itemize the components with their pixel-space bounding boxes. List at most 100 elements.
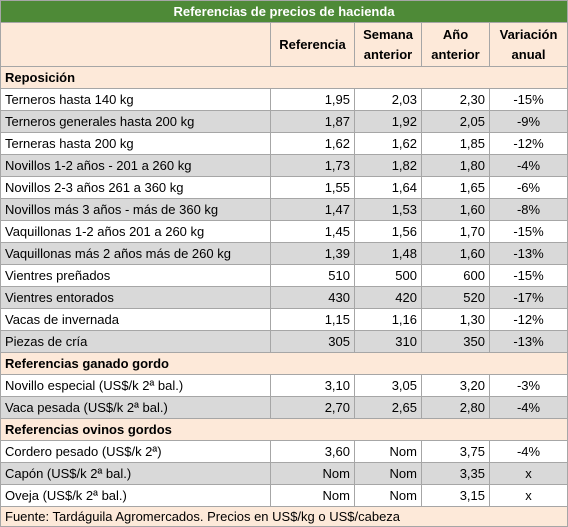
value-cell: -15% <box>488 264 568 287</box>
value-cell: 430 <box>270 286 355 309</box>
section-title: Reposición <box>0 66 568 89</box>
value-cell: 1,80 <box>421 154 490 177</box>
value-cell: 2,03 <box>354 88 422 111</box>
value-cell: -4% <box>488 396 568 419</box>
value-cell: 1,39 <box>270 242 355 265</box>
value-cell: -12% <box>488 308 568 331</box>
value-cell: -17% <box>488 286 568 309</box>
value-cell: 1,73 <box>270 154 355 177</box>
data-row: Vacas de invernada 1,15 1,16 1,30 -12% <box>0 308 568 331</box>
value-cell: -15% <box>488 220 568 243</box>
value-cell: 1,47 <box>270 198 355 221</box>
value-cell: Nom <box>270 462 355 485</box>
row-label: Terneros hasta 140 kg <box>0 88 271 111</box>
value-cell: -13% <box>488 330 568 353</box>
value-cell: 520 <box>421 286 490 309</box>
value-cell: 3,75 <box>421 440 490 463</box>
row-label: Terneras hasta 200 kg <box>0 132 271 155</box>
value-cell: 510 <box>270 264 355 287</box>
value-cell: x <box>488 462 568 485</box>
value-cell: 1,87 <box>270 110 355 133</box>
data-row: Vientres entorados 430 420 520 -17% <box>0 286 568 309</box>
value-cell: 1,55 <box>270 176 355 199</box>
data-row: Terneros generales hasta 200 kg 1,87 1,92 2… <box>0 110 568 133</box>
row-label: Vientres preñados <box>0 264 271 287</box>
value-cell: 1,15 <box>270 308 355 331</box>
section-row: Referencias ganado gordo <box>0 352 568 375</box>
value-cell: 1,62 <box>270 132 355 155</box>
value-cell: -6% <box>488 176 568 199</box>
column-header: Referencia <box>270 22 355 67</box>
value-cell: 3,05 <box>354 374 422 397</box>
row-label: Capón (US$/k 2ª bal.) <box>0 462 271 485</box>
value-cell: 1,85 <box>421 132 490 155</box>
value-cell: -8% <box>488 198 568 221</box>
section-title: Referencias ovinos gordos <box>0 418 568 441</box>
value-cell: 3,20 <box>421 374 490 397</box>
row-label: Novillos 1-2 años - 201 a 260 kg <box>0 154 271 177</box>
section-row: Referencias ovinos gordos <box>0 418 568 441</box>
value-cell: 3,15 <box>421 484 490 507</box>
value-cell: 2,65 <box>354 396 422 419</box>
column-header: Año anterior <box>421 22 490 67</box>
value-cell: 1,53 <box>354 198 422 221</box>
value-cell: 420 <box>354 286 422 309</box>
value-cell: 2,70 <box>270 396 355 419</box>
value-cell: -4% <box>488 154 568 177</box>
data-row: Capón (US$/k 2ª bal.) Nom Nom 3,35 x <box>0 462 568 485</box>
data-row: Cordero pesado (US$/k 2ª) 3,60 Nom 3,75 -4% <box>0 440 568 463</box>
row-label: Vientres entorados <box>0 286 271 309</box>
value-cell: 1,62 <box>354 132 422 155</box>
value-cell: 1,64 <box>354 176 422 199</box>
value-cell: -3% <box>488 374 568 397</box>
value-cell: 1,92 <box>354 110 422 133</box>
footer-row: Fuente: Tardáguila Agromercados. Precios… <box>0 506 568 527</box>
title-row: Referencias de precios de hacienda <box>0 0 568 23</box>
row-label: Vaquillonas 1-2 años 201 a 260 kg <box>0 220 271 243</box>
value-cell: 1,16 <box>354 308 422 331</box>
data-row: Vaquillonas 1-2 años 201 a 260 kg 1,45 1,5… <box>0 220 568 243</box>
value-cell: 310 <box>354 330 422 353</box>
value-cell: Nom <box>354 462 422 485</box>
data-row: Vaca pesada (US$/k 2ª bal.) 2,70 2,65 2,80-… <box>0 396 568 419</box>
row-label: Novillos 2-3 años 261 a 360 kg <box>0 176 271 199</box>
value-cell: 2,05 <box>421 110 490 133</box>
value-cell: 3,60 <box>270 440 355 463</box>
value-cell: 1,56 <box>354 220 422 243</box>
data-row: Vientres preñados 510 500 600 -15% <box>0 264 568 287</box>
value-cell: 1,95 <box>270 88 355 111</box>
row-label: Vaquillonas más 2 años más de 260 kg <box>0 242 271 265</box>
row-label: Terneros generales hasta 200 kg <box>0 110 271 133</box>
value-cell: -13% <box>488 242 568 265</box>
value-cell: 500 <box>354 264 422 287</box>
value-cell: -9% <box>488 110 568 133</box>
value-cell: x <box>488 484 568 507</box>
column-header: Semana anterior <box>354 22 422 67</box>
value-cell: -15% <box>488 88 568 111</box>
header-blank <box>0 22 271 67</box>
data-row: Novillo especial (US$/k 2ª bal.) 3,10 3,05… <box>0 374 568 397</box>
value-cell: 1,30 <box>421 308 490 331</box>
row-label: Piezas de cría <box>0 330 271 353</box>
data-row: Terneros hasta 140 kg 1,95 2,03 2,30 -15% <box>0 88 568 111</box>
value-cell: 1,48 <box>354 242 422 265</box>
value-cell: 2,80 <box>421 396 490 419</box>
data-row: Novillos más 3 años - más de 360 kg 1,47 1… <box>0 198 568 221</box>
row-label: Novillo especial (US$/k 2ª bal.) <box>0 374 271 397</box>
value-cell: 1,45 <box>270 220 355 243</box>
row-label: Vaca pesada (US$/k 2ª bal.) <box>0 396 271 419</box>
value-cell: 1,65 <box>421 176 490 199</box>
data-row: Piezas de cría 305 310 350 -13% <box>0 330 568 353</box>
value-cell: 1,60 <box>421 198 490 221</box>
data-row: Novillos 2-3 años 261 a 360 kg 1,55 1,64 1,… <box>0 176 568 199</box>
footer-note: Fuente: Tardáguila Agromercados. Precios… <box>0 506 568 527</box>
table-title: Referencias de precios de hacienda <box>0 0 568 23</box>
section-title: Referencias ganado gordo <box>0 352 568 375</box>
value-cell: Nom <box>354 440 422 463</box>
value-cell: -4% <box>488 440 568 463</box>
row-label: Novillos más 3 años - más de 360 kg <box>0 198 271 221</box>
row-label: Oveja (US$/k 2ª bal.) <box>0 484 271 507</box>
